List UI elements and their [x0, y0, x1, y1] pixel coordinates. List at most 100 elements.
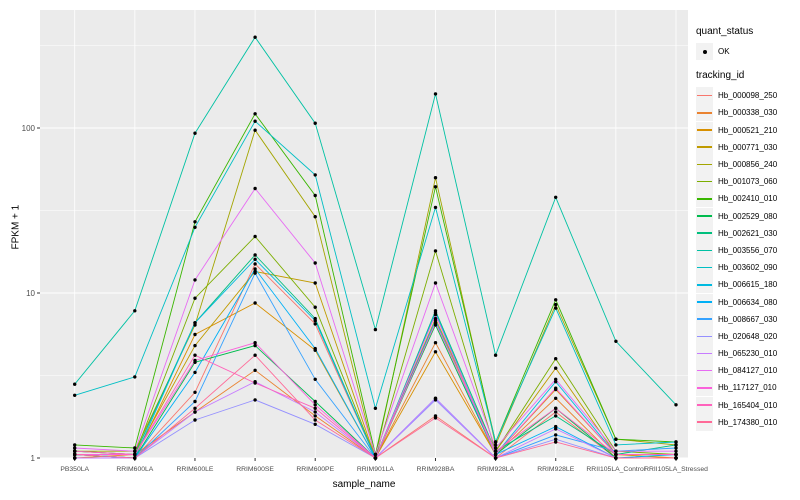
- legend-label: Hb_000856_240: [718, 160, 778, 170]
- plot-panel: [40, 10, 688, 458]
- legend-line-icon: [697, 266, 712, 269]
- legend-line-icon: [697, 94, 712, 97]
- data-point: [193, 406, 197, 410]
- data-point: [433, 416, 438, 420]
- data-point: [313, 418, 317, 422]
- data-point: [614, 339, 618, 343]
- legend-item-ok: OK: [696, 43, 800, 61]
- data-point: [614, 437, 618, 441]
- data-point: [433, 281, 438, 285]
- data-point: [433, 312, 438, 317]
- legend-item-Hb_006615_180: Hb_006615_180: [696, 276, 800, 294]
- data-point: [313, 121, 317, 125]
- data-point: [614, 443, 618, 447]
- legend-label: Hb_002621_030: [718, 228, 778, 238]
- data-point: [674, 446, 678, 450]
- data-point: [253, 128, 257, 132]
- legend: quant_status OK tracking_id Hb_000098_25…: [696, 26, 800, 431]
- legend-series-list: Hb_000098_250 Hb_000338_030 Hb_000521_210 H…: [696, 87, 800, 431]
- legend-label: Hb_000521_210: [718, 125, 778, 135]
- data-point: [433, 176, 438, 180]
- data-point: [614, 449, 618, 453]
- legend-item-Hb_008667_030: Hb_008667_030: [696, 310, 800, 328]
- data-point: [253, 119, 257, 123]
- data-point: [554, 440, 558, 444]
- data-point: [253, 186, 257, 191]
- y-axis-title: FPKM + 1: [10, 204, 22, 250]
- data-point: [554, 195, 558, 199]
- data-point: [433, 205, 438, 210]
- legend-line-icon: [697, 249, 712, 252]
- x-tick-label: RRIM928LA: [477, 466, 514, 473]
- data-point: [253, 301, 257, 305]
- data-point: [674, 449, 678, 453]
- data-point: [554, 377, 558, 381]
- data-point: [193, 220, 197, 224]
- data-point: [373, 327, 378, 332]
- x-tick-label: RRII105LA_Stressed: [644, 466, 708, 473]
- legend-key-swatch: [696, 121, 713, 139]
- data-point: [253, 257, 257, 261]
- legend-key-swatch: [696, 379, 713, 397]
- x-tick-label: RRII105LA_Control: [586, 466, 645, 473]
- data-point: [554, 427, 558, 431]
- legend-item-Hb_020648_020: Hb_020648_020: [696, 327, 800, 345]
- data-point: [433, 341, 438, 345]
- legend-key-swatch: [696, 259, 713, 277]
- legend-key-swatch: [696, 173, 713, 191]
- legend-label: Hb_006615_180: [718, 280, 778, 290]
- data-point: [193, 353, 197, 357]
- data-point: [313, 322, 317, 326]
- data-point: [193, 225, 197, 229]
- legend-item-Hb_006634_080: Hb_006634_080: [696, 293, 800, 311]
- data-point: [313, 377, 317, 381]
- data-point: [313, 281, 317, 285]
- data-point: [73, 449, 77, 453]
- point-icon: [702, 49, 707, 54]
- legend-key-swatch: [696, 207, 713, 225]
- data-point: [554, 414, 558, 418]
- data-point: [253, 341, 257, 345]
- legend-key-swatch: [696, 293, 713, 311]
- legend-line-icon: [697, 369, 712, 372]
- legend-label: Hb_020648_020: [718, 331, 778, 341]
- x-tick-label: PB350LA: [60, 466, 89, 473]
- data-point: [373, 452, 378, 457]
- data-point: [313, 173, 317, 177]
- legend-label: Hb_008667_030: [718, 314, 778, 324]
- data-point: [193, 278, 197, 282]
- legend-line-icon: [697, 112, 712, 114]
- data-point: [554, 302, 558, 307]
- data-point: [313, 318, 317, 323]
- legend-key-swatch: [696, 413, 713, 431]
- data-point: [674, 452, 678, 457]
- y-tick-label: 100: [22, 124, 36, 133]
- data-point: [133, 449, 137, 453]
- legend-line-icon: [697, 404, 712, 406]
- data-point: [313, 346, 317, 351]
- legend-key-swatch: [696, 310, 713, 328]
- legend-key-swatch: [696, 362, 713, 380]
- data-point: [73, 393, 77, 397]
- legend-key-swatch: [696, 190, 713, 208]
- data-point: [313, 403, 317, 407]
- legend-line-icon: [697, 283, 712, 286]
- data-point: [253, 398, 257, 402]
- data-point: [133, 375, 137, 379]
- legend-key-swatch: [696, 396, 713, 414]
- legend-label-ok: OK: [718, 47, 730, 57]
- legend-line-icon: [697, 129, 712, 131]
- data-point: [193, 358, 197, 363]
- legend-label: Hb_117127_010: [718, 383, 777, 393]
- data-point: [193, 370, 197, 375]
- legend-key-ok: [696, 43, 713, 61]
- legend-item-Hb_000098_250: Hb_000098_250: [696, 87, 800, 105]
- data-point: [313, 305, 317, 309]
- data-point: [433, 396, 438, 400]
- legend-item-Hb_000856_240: Hb_000856_240: [696, 156, 800, 174]
- legend-item-Hb_000771_030: Hb_000771_030: [696, 138, 800, 156]
- legend-line-icon: [697, 232, 712, 234]
- data-point: [193, 131, 197, 135]
